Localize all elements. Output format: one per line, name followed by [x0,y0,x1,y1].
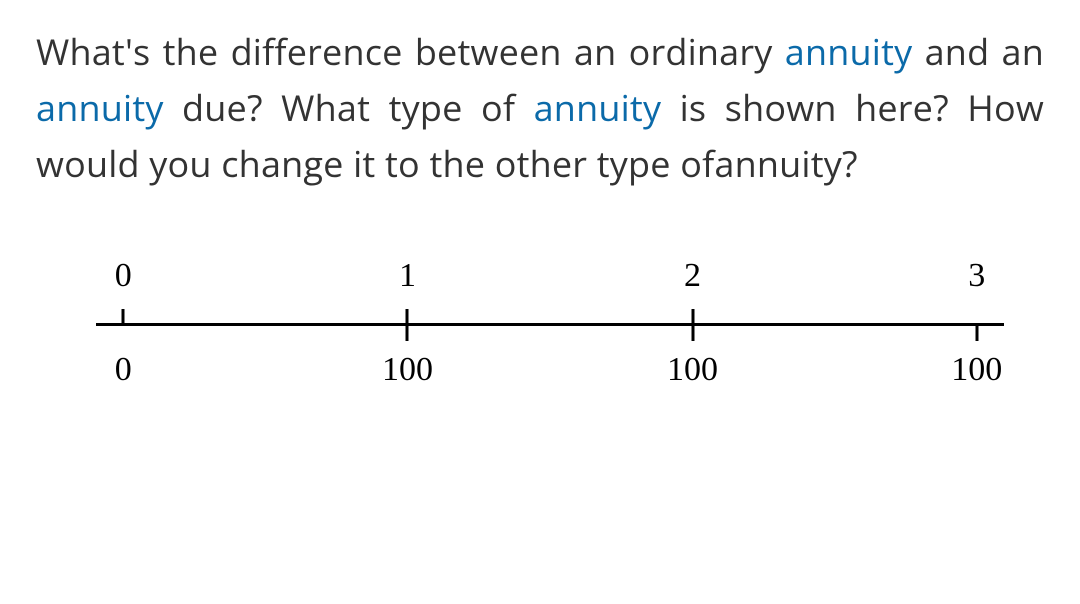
timeline: 00110021003100 [96,251,1004,411]
timeline-period-label: 2 [663,251,723,301]
question-segment-2: and an [912,27,1044,76]
timeline-value-label: 100 [377,351,437,389]
link-annuity-3[interactable]: annuity [36,83,164,132]
timeline-axis [96,323,1004,326]
timeline-tick [122,309,125,326]
timeline-container: 00110021003100 [36,251,1044,411]
link-annuity-5[interactable]: annuity [534,83,662,132]
question-segment-4: due? What type of [164,83,534,132]
timeline-period-label: 1 [377,251,437,301]
timeline-point-1: 1100 [377,251,437,301]
link-annuity-1[interactable]: annuity [785,27,913,76]
timeline-value-label: 100 [947,351,1007,389]
timeline-point-0: 00 [93,251,153,301]
question-segment-0: What's the difference between an ordinar… [36,27,785,76]
timeline-value-label: 0 [93,351,153,389]
timeline-tick [691,309,694,341]
timeline-tick [406,309,409,341]
timeline-tick [975,324,978,341]
timeline-value-label: 100 [663,351,723,389]
timeline-period-label: 0 [93,251,153,301]
timeline-period-label: 3 [947,251,1007,301]
timeline-point-3: 3100 [947,251,1007,301]
timeline-point-2: 2100 [663,251,723,301]
question-text: What's the difference between an ordinar… [36,24,1044,191]
